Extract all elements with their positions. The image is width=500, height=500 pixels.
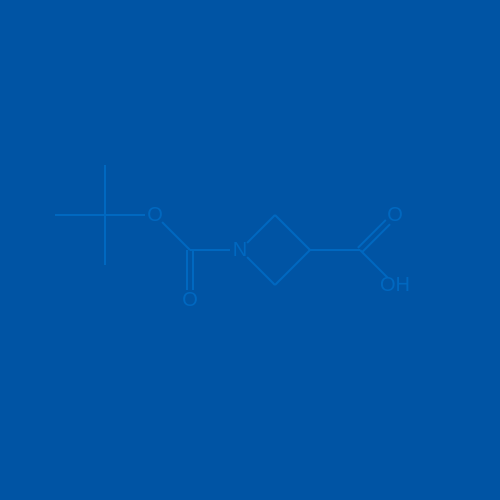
atom-label-oh: OH [380,274,410,296]
bonds-layer [55,165,390,290]
bond [162,222,190,250]
chemical-structure-diagram: O O N O OH [0,0,500,500]
bond [247,257,275,285]
atom-label-n: N [233,239,247,261]
atom-label-o: O [387,204,403,226]
atom-label-o: O [147,204,163,226]
bond [275,250,310,285]
bond [275,215,310,250]
bond [247,215,275,243]
atom-label-o: O [182,289,198,311]
